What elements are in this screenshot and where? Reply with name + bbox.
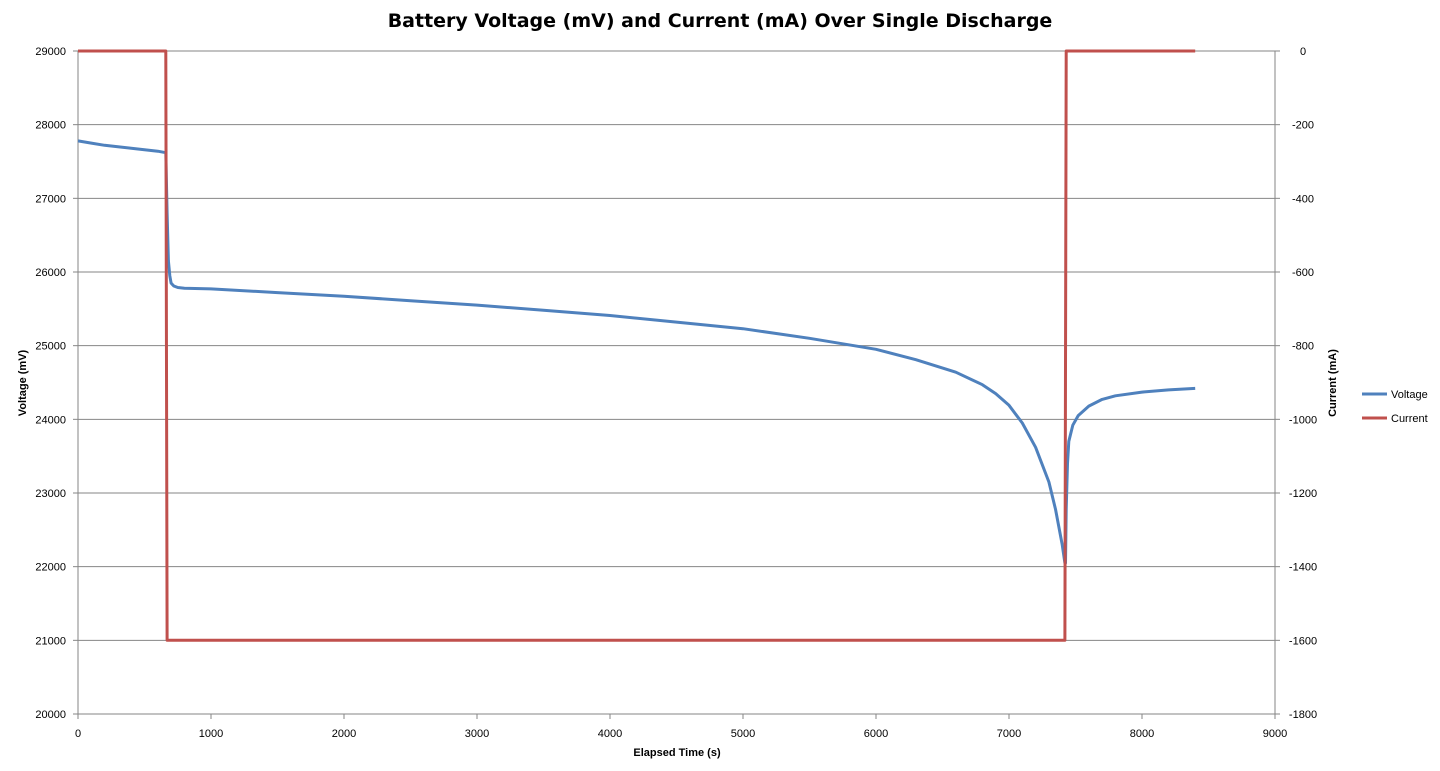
y2-tick-label: -800 — [1292, 341, 1314, 353]
y2-tick-label: -200 — [1292, 120, 1314, 132]
series-voltage-line — [77, 139, 1196, 565]
x-tick-label: 8000 — [1130, 728, 1154, 740]
y-tick-label: 29000 — [35, 46, 66, 58]
legend-label-current: Current — [1391, 413, 1428, 425]
y-tick-label: 25000 — [35, 341, 66, 353]
series-current-line — [78, 49, 1196, 642]
x-tick-label: 2000 — [332, 728, 356, 740]
y-tick-labels: 20000 21000 22000 23000 24000 25000 26000 27000… — [35, 46, 66, 721]
x-tick-label: 7000 — [997, 728, 1021, 740]
y-tick-label: 26000 — [35, 267, 66, 279]
y2-axis-label: Current (mA) — [1327, 349, 1339, 417]
series-lines — [77, 49, 1196, 642]
y-tick-label: 28000 — [35, 120, 66, 132]
chart-title: Battery Voltage (mV) and Current (mA) Ov… — [388, 10, 1053, 32]
y2-tick-labels: -1800 -1600 -1400 -1200 -1000 -800 -600 -400 -20… — [1289, 46, 1317, 721]
x-tick-label: 1000 — [199, 728, 223, 740]
x-tick-label: 0 — [75, 728, 81, 740]
y2-tick-label: 0 — [1300, 46, 1306, 58]
y-tick-label: 23000 — [35, 488, 66, 500]
y2-tick-label: -1200 — [1289, 488, 1317, 500]
x-tick-label: 9000 — [1263, 728, 1287, 740]
y-tick-label: 22000 — [35, 562, 66, 574]
y2-tick-label: -1800 — [1289, 709, 1317, 721]
y2-tick-label: -1600 — [1289, 635, 1317, 647]
y-tick-label: 24000 — [35, 414, 66, 426]
gridlines — [78, 50, 1275, 715]
axes — [73, 50, 1280, 719]
y2-tick-label: -400 — [1292, 193, 1314, 205]
y2-tick-label: -1400 — [1289, 562, 1317, 574]
x-tick-label: 4000 — [598, 728, 622, 740]
x-tick-label: 3000 — [465, 728, 489, 740]
x-axis-label: Elapsed Time (s) — [633, 747, 721, 759]
y-axis-label: Voltage (mV) — [17, 349, 29, 416]
x-tick-label: 6000 — [864, 728, 888, 740]
y-tick-label: 20000 — [35, 709, 66, 721]
x-tick-labels: 0 1000 2000 3000 4000 5000 6000 7000 8000 9000 — [75, 728, 1287, 740]
y-tick-label: 27000 — [35, 193, 66, 205]
y2-tick-label: -1000 — [1289, 414, 1317, 426]
y-tick-label: 21000 — [35, 635, 66, 647]
y2-tick-label: -600 — [1292, 267, 1314, 279]
legend: Voltage Current — [1362, 389, 1428, 425]
x-tick-label: 5000 — [731, 728, 755, 740]
legend-label-voltage: Voltage — [1391, 389, 1428, 401]
